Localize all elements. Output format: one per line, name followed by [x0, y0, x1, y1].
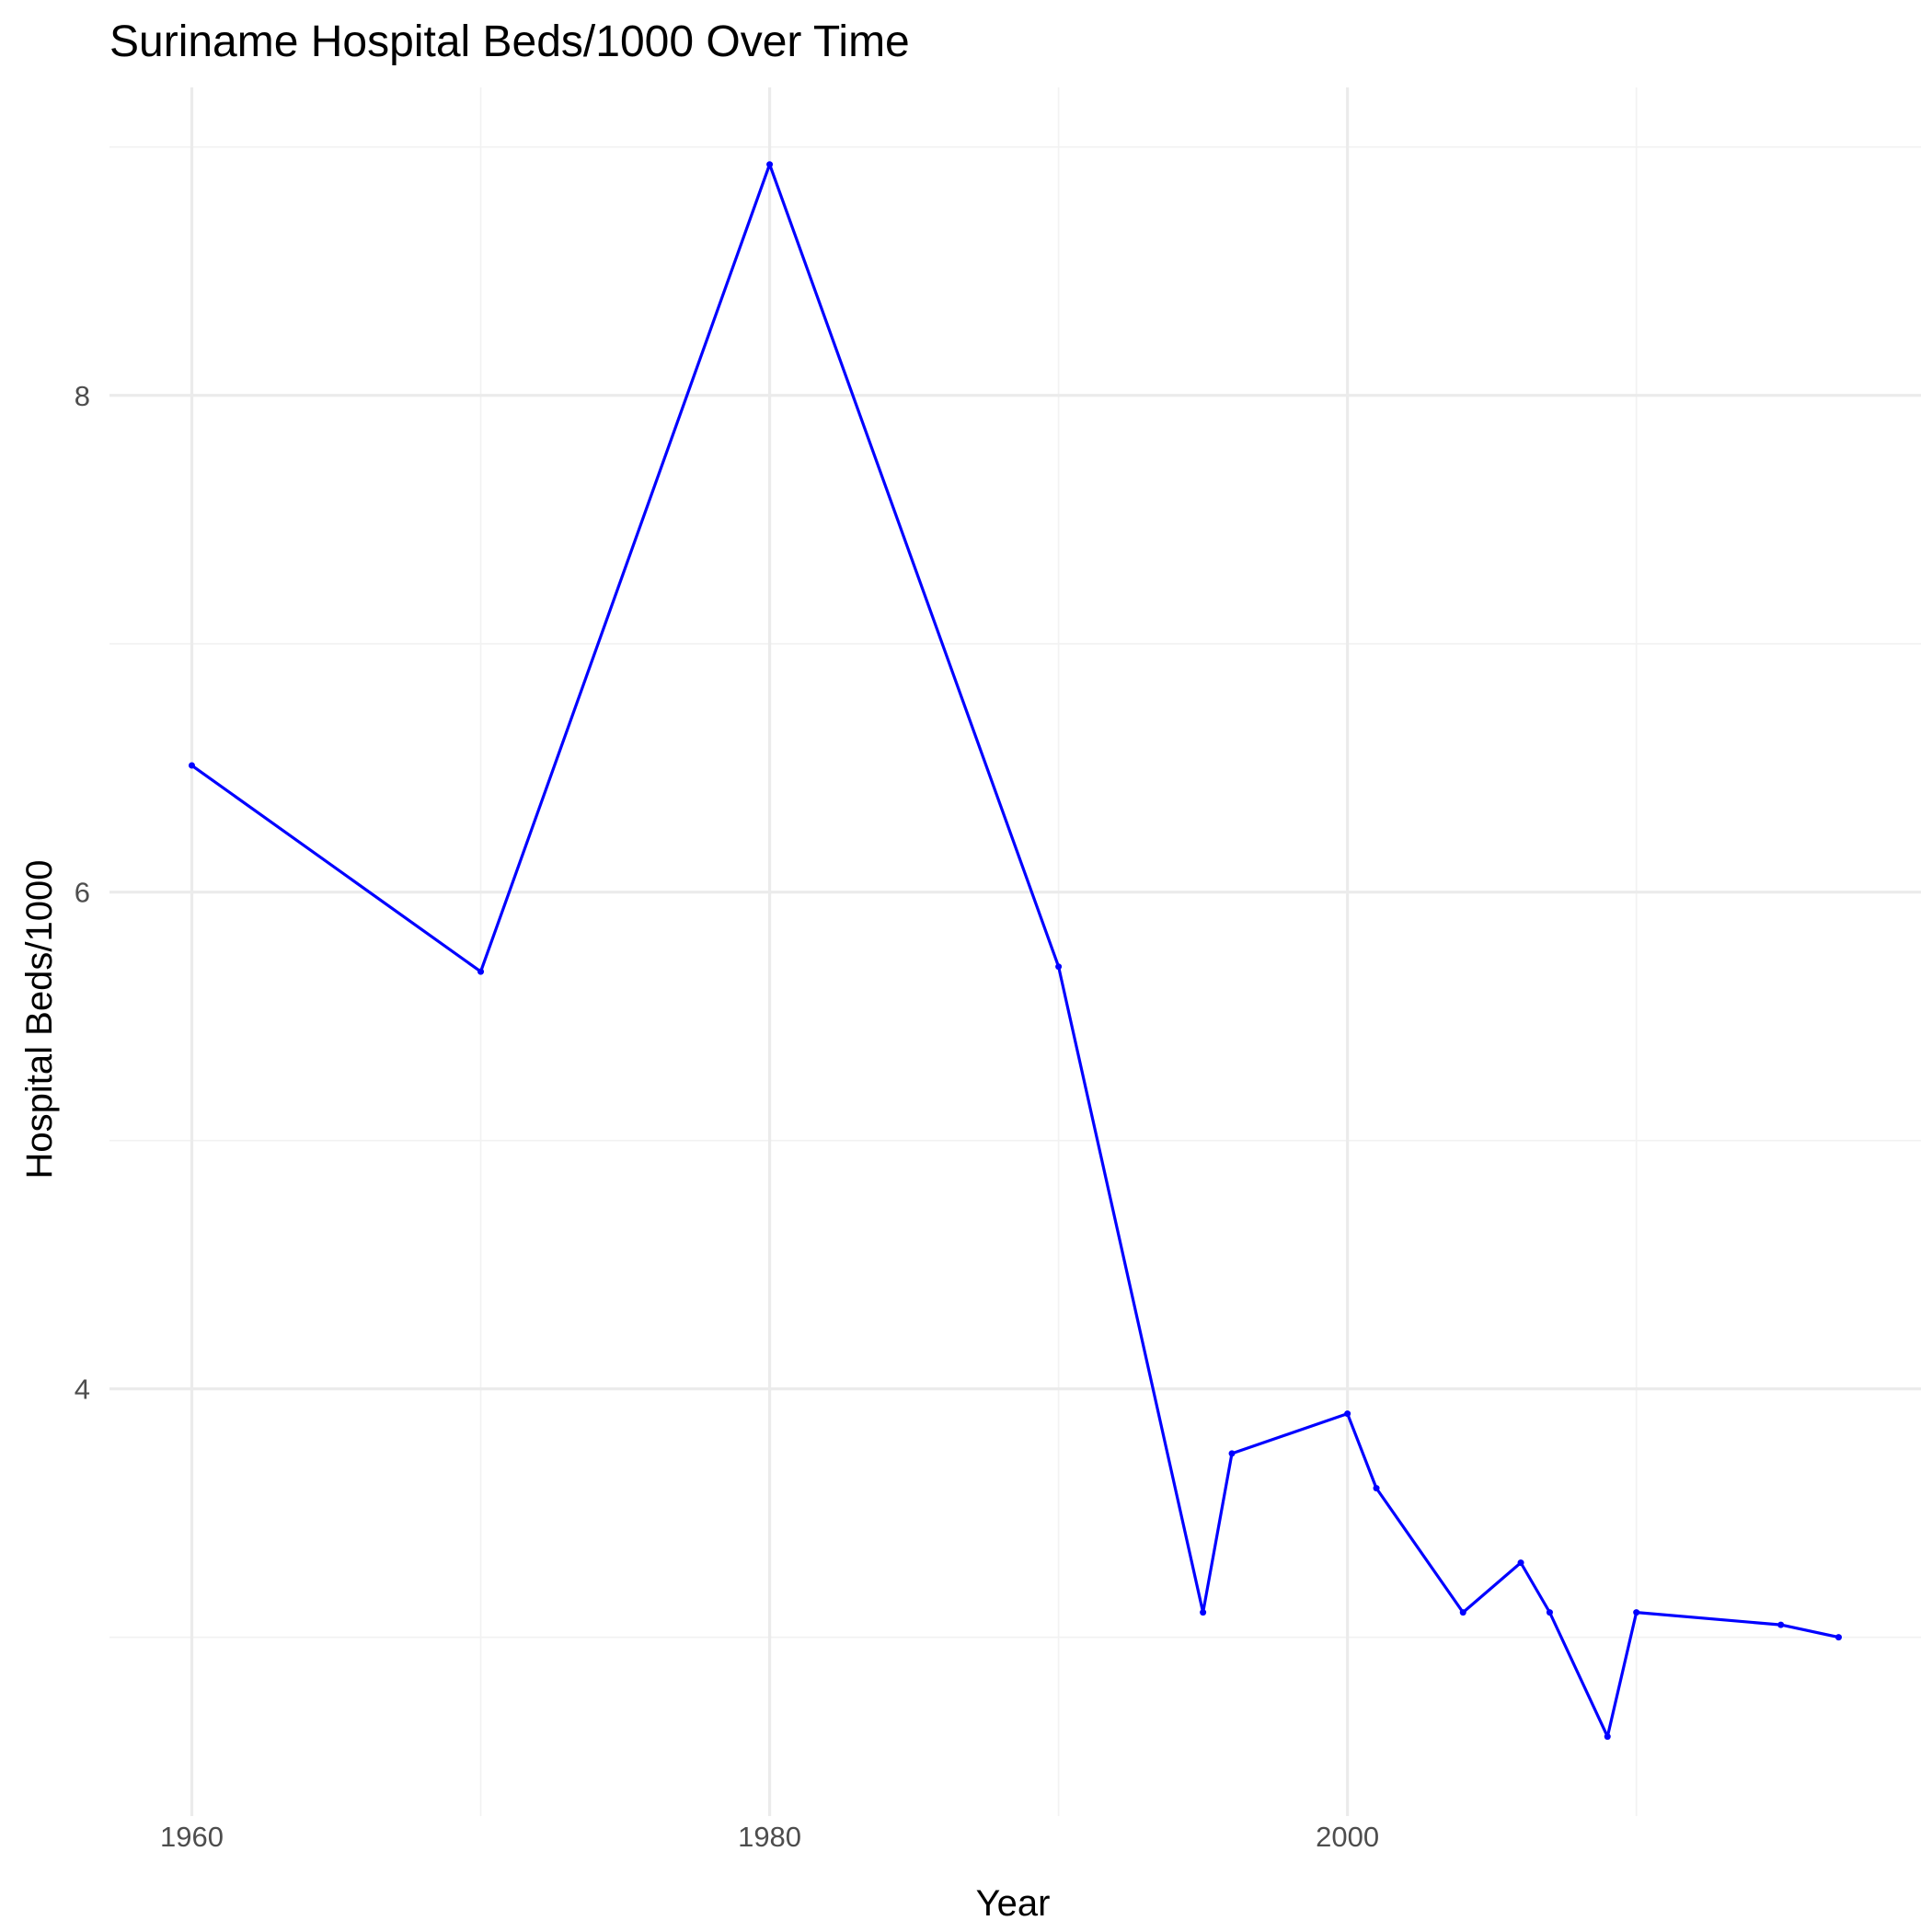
data-point: [1055, 963, 1063, 971]
x-tick-label: 2000: [1316, 1821, 1379, 1853]
data-point: [189, 762, 195, 769]
x-tick-label: 1960: [160, 1821, 224, 1853]
tick-labels: 1960 1980 2000 4 6 8: [75, 380, 1379, 1853]
y-tick-label: 4: [75, 1374, 90, 1406]
data-point: [1373, 1485, 1380, 1492]
series-layer: [189, 161, 1842, 1741]
series-line: [190, 163, 1839, 1739]
data-point: [766, 161, 774, 168]
data-point: [1459, 1609, 1466, 1616]
data-point: [1344, 1410, 1351, 1418]
data-point: [1517, 1559, 1524, 1567]
chart-title: Suriname Hospital Beds/1000 Over Time: [109, 17, 910, 66]
data-point: [1228, 1450, 1236, 1457]
x-axis-label: Year: [976, 1883, 1051, 1924]
data-point: [1546, 1609, 1553, 1616]
data-point: [1835, 1634, 1842, 1641]
y-tick-label: 8: [75, 380, 90, 412]
data-point: [1200, 1609, 1207, 1616]
data-point: [1777, 1621, 1785, 1628]
y-tick-label: 6: [75, 877, 90, 909]
grid: [109, 87, 1921, 1816]
x-tick-label: 1980: [738, 1821, 801, 1853]
y-axis-label: Hospital Beds/1000: [19, 860, 60, 1179]
data-point: [477, 968, 485, 975]
data-point: [1633, 1609, 1640, 1616]
data-point: [1604, 1733, 1611, 1741]
